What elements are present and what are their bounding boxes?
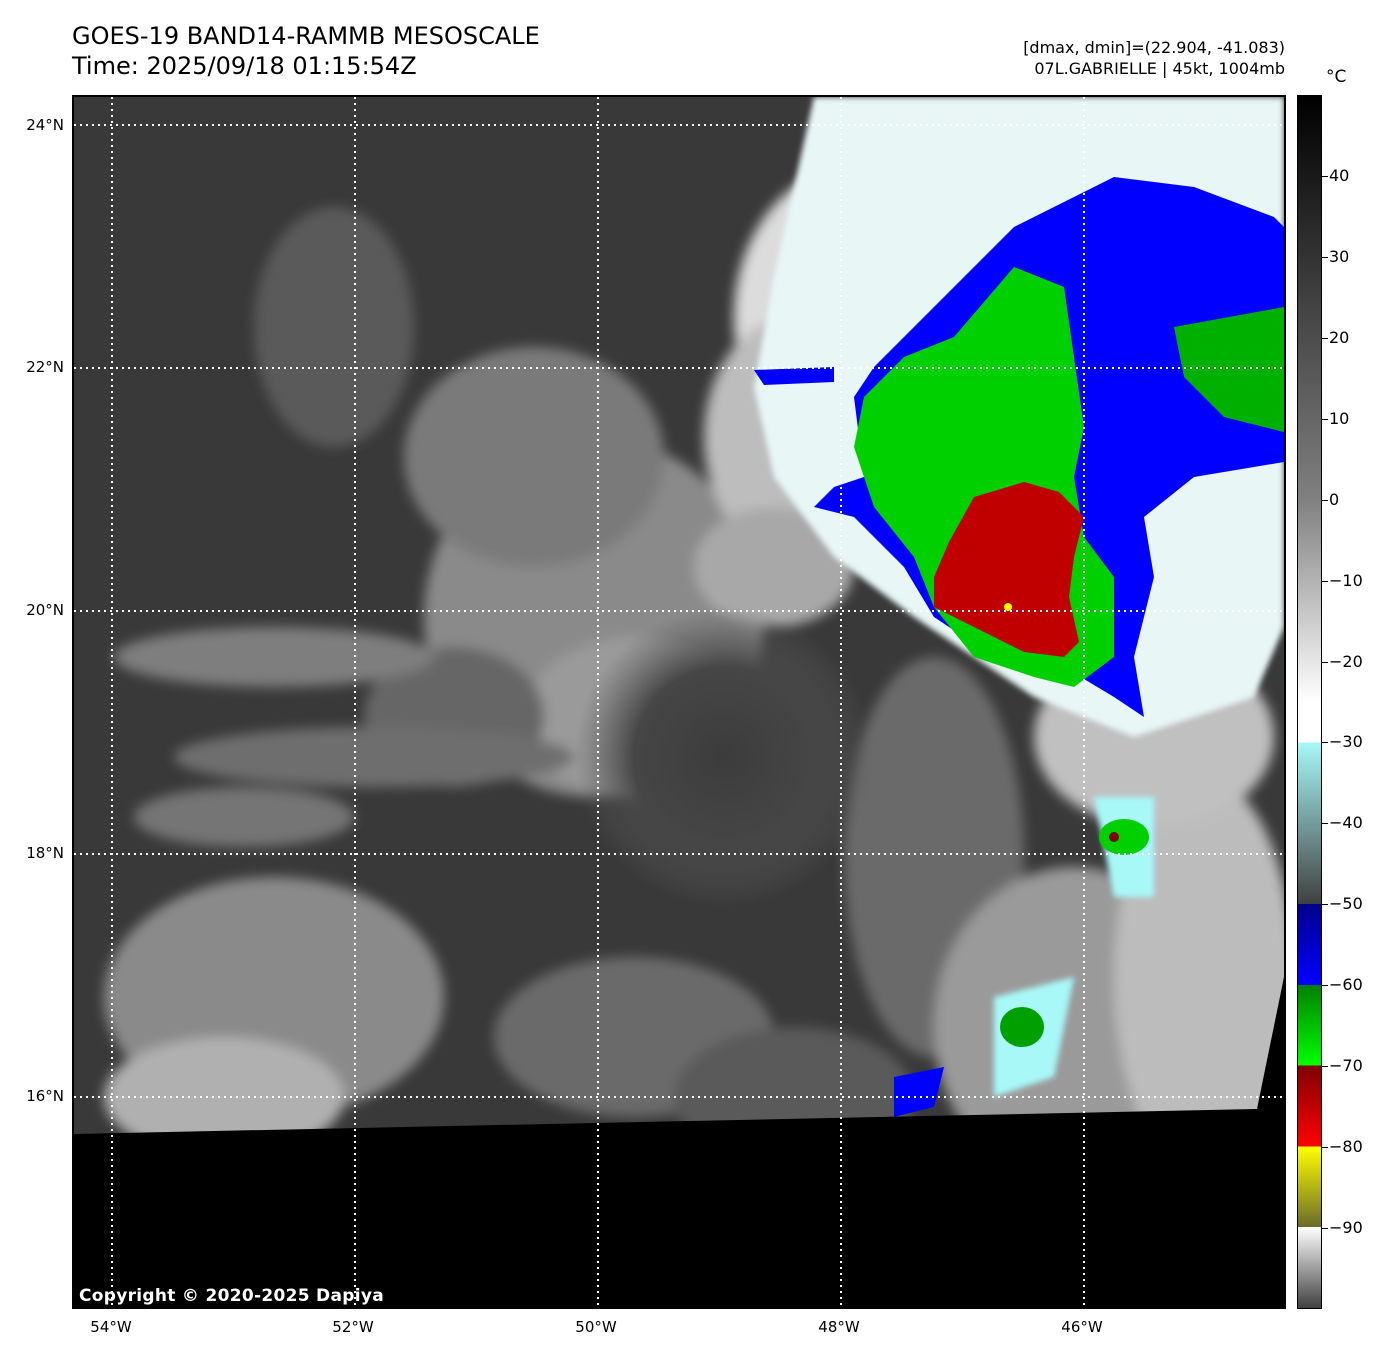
lon-label-50w: 50°W (575, 1318, 617, 1336)
colorbar-tick-label: −50 (1329, 894, 1363, 914)
cloud-top-yellow-core (1004, 603, 1012, 611)
colorbar-tick-mark (1322, 580, 1328, 582)
lat-label-16n: 16°N (26, 1087, 64, 1105)
colorbar-unit: °C (1326, 67, 1347, 87)
colorbar-tick-label: 30 (1329, 246, 1350, 266)
cloud-top-red-cell (1109, 832, 1119, 842)
lat-label-24n: 24°N (26, 116, 64, 134)
colorbar-tick-mark (1322, 256, 1328, 258)
colorbar-tick-mark (1322, 337, 1328, 339)
cloud-top-green-cell-south (1000, 1007, 1044, 1047)
colorbar-tick-mark (1322, 418, 1328, 420)
satellite-ir-map[interactable]: Copyright © 2020-2025 Dapiya (72, 95, 1286, 1309)
colorbar-tick-mark (1322, 1228, 1328, 1230)
no-data-region (74, 977, 1284, 1307)
cloud-top-green-cell (1099, 819, 1149, 855)
cloud-top-red (934, 482, 1084, 657)
colorbar-tick-label: 40 (1329, 165, 1350, 185)
colorbar-tick-label: −20 (1329, 651, 1363, 671)
storm-info: 07L.GABRIELLE | 45kt, 1004mb (1034, 59, 1285, 78)
colorbar-tick-label: −80 (1329, 1137, 1363, 1157)
colorbar-tick-mark (1322, 175, 1328, 177)
colorbar-tick-mark (1322, 1147, 1328, 1149)
colorbar-tick-mark (1322, 985, 1328, 987)
lon-label-52w: 52°W (332, 1318, 374, 1336)
cloud-top-blue-band (754, 367, 834, 385)
image-title: GOES-19 BAND14-RAMMB MESOSCALE (72, 22, 540, 50)
colorbar-tick-mark (1322, 742, 1328, 744)
image-timestamp: Time: 2025/09/18 01:15:54Z (72, 52, 417, 80)
dmax-dmin-readout: [dmax, dmin]=(22.904, -41.083) (1023, 38, 1285, 57)
colorbar-tick-label: 20 (1329, 327, 1350, 347)
lon-label-46w: 46°W (1061, 1318, 1103, 1336)
lat-label-22n: 22°N (26, 358, 64, 376)
cloud-top-green-east (1174, 307, 1284, 432)
lat-label-18n: 18°N (26, 844, 64, 862)
graticule (74, 97, 1284, 1307)
colorbar-tick-label: −60 (1329, 975, 1363, 995)
colorbar-tick-mark (1322, 661, 1328, 663)
colorbar-tick-mark (1322, 904, 1328, 906)
cloud-top-blue-south (894, 1067, 944, 1117)
copyright-notice: Copyright © 2020-2025 Dapiya (79, 1286, 384, 1306)
colorbar-tick-label: −70 (1329, 1056, 1363, 1076)
colorbar-tick-label: 0 (1329, 489, 1340, 509)
lon-label-54w: 54°W (90, 1318, 132, 1336)
lon-label-48w: 48°W (818, 1318, 860, 1336)
colorbar-tick-label: −10 (1329, 570, 1363, 590)
lat-label-20n: 20°N (26, 601, 64, 619)
colorbar-tick-label: −30 (1329, 732, 1363, 752)
low-level-circulation (574, 607, 874, 907)
colorbar-tick-mark (1322, 823, 1328, 825)
map-canvas (74, 97, 1284, 1307)
colorbar-tick-label: 10 (1329, 408, 1350, 428)
colorbar-tick-label: −90 (1329, 1218, 1363, 1238)
colorbar-tick-mark (1322, 1066, 1328, 1068)
temperature-colorbar (1297, 95, 1322, 1309)
colorbar-tick-label: −40 (1329, 813, 1363, 833)
colorbar-tick-mark (1322, 499, 1328, 501)
